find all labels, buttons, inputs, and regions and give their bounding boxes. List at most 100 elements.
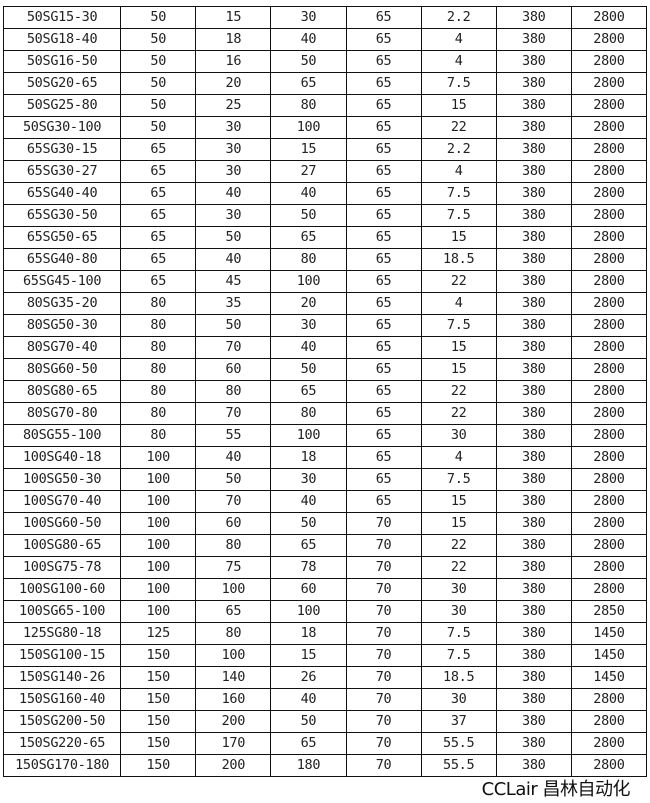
value-cell: 380 xyxy=(495,468,572,491)
value-cell: 22 xyxy=(420,270,497,293)
table-row: 80SG60-50 80 60 50 65 15 380 2800 xyxy=(2,358,648,381)
value-cell: 380 xyxy=(495,226,572,249)
value-cell: 380 xyxy=(495,578,572,601)
table-row: 150SG140-26 150 140 26 70 18.5 380 1450 xyxy=(2,666,648,689)
value-cell: 30 xyxy=(270,314,347,337)
table-row: 50SG25-80 50 25 80 65 15 380 2800 xyxy=(2,94,648,117)
value-cell: 2800 xyxy=(570,688,648,711)
value-cell: 100 xyxy=(120,512,197,535)
value-cell: 380 xyxy=(495,50,572,73)
model-cell: 100SG65-100 xyxy=(2,600,122,623)
value-cell: 22 xyxy=(420,402,497,425)
value-cell: 70 xyxy=(345,754,422,777)
value-cell: 4 xyxy=(420,28,497,51)
value-cell: 65 xyxy=(345,116,422,139)
model-cell: 65SG45-100 xyxy=(2,270,122,293)
value-cell: 22 xyxy=(420,556,497,579)
value-cell: 60 xyxy=(195,358,272,381)
table-row: 100SG100-60 100 100 60 70 30 380 2800 xyxy=(2,578,648,601)
value-cell: 2800 xyxy=(570,72,648,95)
value-cell: 15 xyxy=(420,512,497,535)
value-cell: 18 xyxy=(270,622,347,645)
table-row: 50SG15-30 50 15 30 65 2.2 380 2800 xyxy=(2,6,648,29)
value-cell: 40 xyxy=(270,336,347,359)
value-cell: 2.2 xyxy=(420,138,497,161)
value-cell: 2800 xyxy=(570,138,648,161)
model-cell: 50SG18-40 xyxy=(2,28,122,51)
value-cell: 2800 xyxy=(570,6,648,29)
value-cell: 150 xyxy=(120,732,197,755)
value-cell: 100 xyxy=(120,578,197,601)
value-cell: 380 xyxy=(495,204,572,227)
value-cell: 1450 xyxy=(570,622,648,645)
table-row: 100SG70-40 100 70 40 65 15 380 2800 xyxy=(2,490,648,513)
value-cell: 80 xyxy=(270,402,347,425)
value-cell: 65 xyxy=(345,50,422,73)
value-cell: 380 xyxy=(495,534,572,557)
table-row: 100SG65-100 100 65 100 70 30 380 2850 xyxy=(2,600,648,623)
value-cell: 65 xyxy=(270,732,347,755)
value-cell: 100 xyxy=(270,600,347,623)
value-cell: 65 xyxy=(120,182,197,205)
value-cell: 55 xyxy=(195,424,272,447)
value-cell: 50 xyxy=(195,314,272,337)
value-cell: 50 xyxy=(270,50,347,73)
value-cell: 380 xyxy=(495,490,572,513)
model-cell: 150SG160-40 xyxy=(2,688,122,711)
value-cell: 22 xyxy=(420,534,497,557)
value-cell: 80 xyxy=(120,336,197,359)
value-cell: 2800 xyxy=(570,710,648,733)
model-cell: 50SG20-65 xyxy=(2,72,122,95)
value-cell: 200 xyxy=(195,710,272,733)
table-row: 80SG55-100 80 55 100 65 30 380 2800 xyxy=(2,424,648,447)
model-cell: 65SG40-40 xyxy=(2,182,122,205)
value-cell: 380 xyxy=(495,248,572,271)
value-cell: 2800 xyxy=(570,160,648,183)
table-row: 65SG45-100 65 45 100 65 22 380 2800 xyxy=(2,270,648,293)
value-cell: 2800 xyxy=(570,50,648,73)
value-cell: 2800 xyxy=(570,314,648,337)
value-cell: 65 xyxy=(345,182,422,205)
value-cell: 80 xyxy=(120,380,197,403)
value-cell: 380 xyxy=(495,644,572,667)
value-cell: 80 xyxy=(195,380,272,403)
value-cell: 70 xyxy=(345,732,422,755)
value-cell: 30 xyxy=(270,468,347,491)
model-cell: 65SG50-65 xyxy=(2,226,122,249)
value-cell: 380 xyxy=(495,666,572,689)
value-cell: 2800 xyxy=(570,336,648,359)
value-cell: 150 xyxy=(120,710,197,733)
value-cell: 65 xyxy=(345,6,422,29)
value-cell: 35 xyxy=(195,292,272,315)
value-cell: 380 xyxy=(495,314,572,337)
value-cell: 80 xyxy=(195,534,272,557)
table-row: 100SG50-30 100 50 30 65 7.5 380 2800 xyxy=(2,468,648,491)
value-cell: 18 xyxy=(195,28,272,51)
value-cell: 2800 xyxy=(570,204,648,227)
value-cell: 18 xyxy=(270,446,347,469)
value-cell: 2800 xyxy=(570,754,648,777)
value-cell: 70 xyxy=(345,556,422,579)
table-row: 80SG70-40 80 70 40 65 15 380 2800 xyxy=(2,336,648,359)
value-cell: 380 xyxy=(495,512,572,535)
value-cell: 70 xyxy=(345,534,422,557)
value-cell: 15 xyxy=(420,226,497,249)
table-row: 150SG200-50 150 200 50 70 37 380 2800 xyxy=(2,710,648,733)
value-cell: 170 xyxy=(195,732,272,755)
value-cell: 26 xyxy=(270,666,347,689)
model-cell: 100SG40-18 xyxy=(2,446,122,469)
value-cell: 2800 xyxy=(570,226,648,249)
value-cell: 50 xyxy=(120,116,197,139)
value-cell: 380 xyxy=(495,94,572,117)
value-cell: 2800 xyxy=(570,380,648,403)
value-cell: 40 xyxy=(195,446,272,469)
value-cell: 380 xyxy=(495,710,572,733)
value-cell: 40 xyxy=(195,248,272,271)
value-cell: 2800 xyxy=(570,556,648,579)
value-cell: 80 xyxy=(195,622,272,645)
value-cell: 180 xyxy=(270,754,347,777)
value-cell: 2800 xyxy=(570,292,648,315)
value-cell: 7.5 xyxy=(420,182,497,205)
value-cell: 65 xyxy=(120,160,197,183)
value-cell: 140 xyxy=(195,666,272,689)
